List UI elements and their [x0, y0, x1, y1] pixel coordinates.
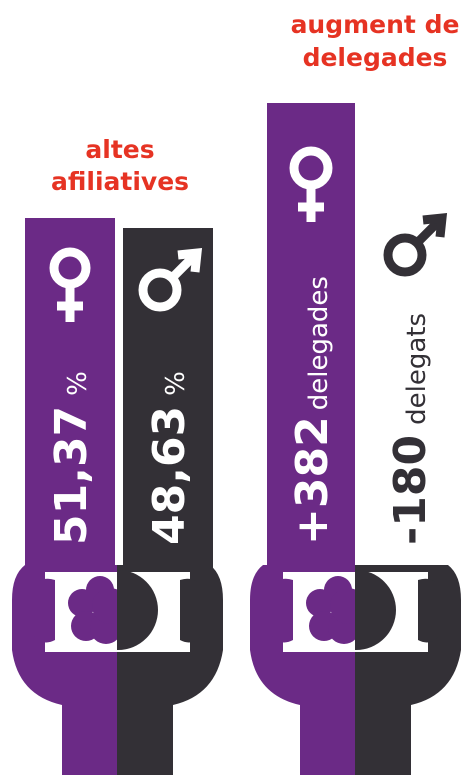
title-line: afiliatives — [51, 167, 189, 196]
title-line: augment de — [291, 10, 460, 39]
stat-unit: delegades — [304, 276, 334, 410]
men-stat: -180 delegats — [385, 313, 436, 545]
title-line: delegades — [303, 43, 448, 72]
male-symbol — [388, 218, 442, 272]
stat-value: +382 — [287, 416, 338, 545]
stat-unit: % — [161, 371, 191, 396]
infographic: altes afiliatives 51,37% 48,63% augment … — [0, 0, 468, 775]
stat-value: 51,37 — [46, 406, 97, 545]
person-figure — [250, 565, 461, 775]
title-line: altes — [85, 135, 154, 164]
stat-value: 48,63 — [144, 406, 195, 545]
stat-unit: delegats — [402, 313, 432, 425]
stat-unit: % — [63, 371, 93, 396]
person-figure — [12, 565, 223, 775]
stat-value: -180 — [385, 435, 436, 545]
